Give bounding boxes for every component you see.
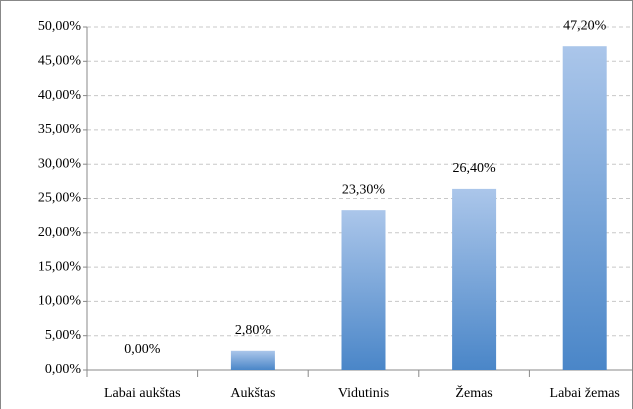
y-tick-label: 15,00% [38,259,82,274]
bar [562,46,607,370]
x-tick-label: Labai aukštas [104,386,181,401]
y-tick-label: 20,00% [38,225,82,240]
bar [452,188,497,370]
bar [230,350,275,370]
value-label: 47,20% [563,18,607,33]
y-tick-label: 40,00% [38,88,82,103]
y-tick-label: 30,00% [38,156,82,171]
y-tick-label: 0,00% [45,362,82,377]
value-label: 23,30% [342,182,386,197]
x-tick-label: Žemas [455,384,492,401]
x-tick-label: Vidutinis [338,386,389,401]
x-tick-label: Aukštas [230,386,275,401]
y-tick-label: 25,00% [38,191,82,206]
value-label: 0,00% [124,342,161,357]
y-tick-label: 50,00% [38,19,82,34]
bar [341,210,386,370]
y-tick-label: 35,00% [38,122,82,137]
y-tick-label: 10,00% [38,294,82,309]
y-tick-label: 5,00% [45,328,82,343]
y-tick-label: 45,00% [38,54,82,69]
value-label: 2,80% [235,323,272,338]
value-label: 26,40% [453,161,497,176]
x-tick-label: Labai žemas [550,386,620,401]
